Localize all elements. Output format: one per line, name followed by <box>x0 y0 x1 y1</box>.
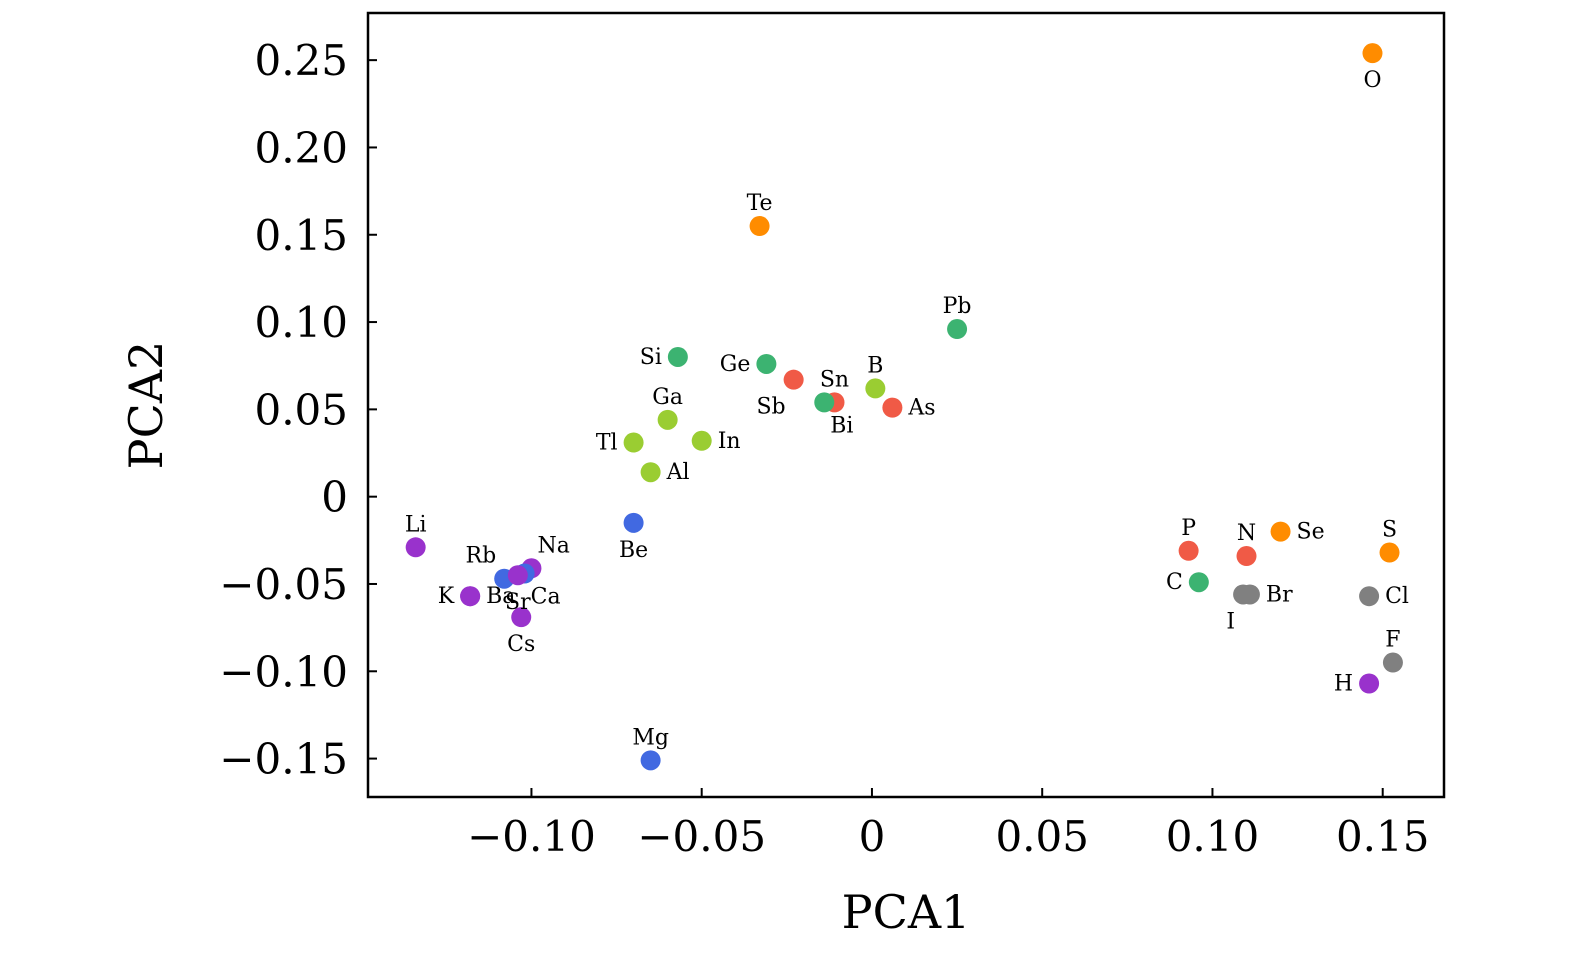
y-tick-label: 0 <box>321 473 348 522</box>
point-label-c: C <box>1166 570 1183 595</box>
x-tick-label: 0 <box>859 812 886 861</box>
point-label-b: B <box>867 353 883 378</box>
point-label-na: Na <box>537 533 569 558</box>
y-tick-label: 0.10 <box>254 298 348 347</box>
scatter-point-s <box>1379 542 1400 563</box>
point-label-sb: Sb <box>756 395 785 420</box>
x-tick-label: −0.05 <box>637 812 766 861</box>
point-label-ga: Ga <box>652 385 683 410</box>
point-label-as: As <box>907 396 935 421</box>
point-label-n: N <box>1237 521 1256 546</box>
point-label-be: Be <box>619 538 648 563</box>
x-tick-label: 0.05 <box>995 812 1089 861</box>
point-label-se: Se <box>1297 520 1325 545</box>
y-axis-ticks: −0.15 −0.10 −0.05 0 0.05 0.10 0.15 0.20 0.25 <box>219 36 377 784</box>
point-label-te: Te <box>747 191 773 216</box>
point-label-k: K <box>438 584 455 609</box>
point-label-i: I <box>1226 609 1235 634</box>
scatter-point-al <box>640 462 661 483</box>
scatter-point-in <box>691 430 712 451</box>
y-tick-label: −0.15 <box>219 735 348 784</box>
point-label-pb: Pb <box>943 294 972 319</box>
point-label-in: In <box>718 429 741 454</box>
scatter-point-be <box>623 512 644 533</box>
scatter-point-b <box>865 378 886 399</box>
point-label-si: Si <box>640 345 662 370</box>
point-label-bi: Bi <box>830 413 853 438</box>
y-tick-label: 0.05 <box>254 385 348 434</box>
y-tick-label: 0.15 <box>254 211 348 260</box>
y-tick-label: 0.25 <box>254 36 348 85</box>
scatter-point-sb <box>783 369 804 390</box>
point-label-al: Al <box>666 460 690 485</box>
scatter-point-ga <box>657 409 678 430</box>
point-label-ca: Ca <box>531 584 561 609</box>
point-label-f: F <box>1385 628 1400 653</box>
scatter-point-h <box>1359 673 1380 694</box>
scatter-point-li <box>405 537 426 558</box>
point-label-li: Li <box>405 512 427 537</box>
scatter-point-n <box>1236 546 1257 567</box>
scatter-point-br <box>1239 584 1260 605</box>
point-label-sr: Sr <box>505 590 531 615</box>
scatter-point-sr <box>507 565 528 586</box>
plot-marks <box>405 43 1403 771</box>
scatter-point-te <box>749 216 770 237</box>
point-label-ge: Ge <box>720 352 751 377</box>
point-label-s: S <box>1382 518 1397 543</box>
scatter-point-o <box>1362 43 1383 64</box>
point-label-cs: Cs <box>507 632 535 657</box>
scatter-point-as <box>882 397 903 418</box>
scatter-point-mg <box>640 750 661 771</box>
x-axis-title: PCA1 <box>842 885 971 939</box>
y-tick-label: 0.20 <box>254 123 348 172</box>
scatter-point-c <box>1188 572 1209 593</box>
x-tick-label: −0.10 <box>467 812 596 861</box>
scatter-point-tl <box>623 432 644 453</box>
point-label-o: O <box>1363 68 1381 93</box>
point-label-p: P <box>1181 516 1196 541</box>
y-axis-title: PCA2 <box>119 341 173 470</box>
plot-frame <box>366 11 1446 799</box>
scatter-point-f <box>1382 652 1403 673</box>
point-label-cl: Cl <box>1385 584 1409 609</box>
scatter-point-si <box>667 346 688 367</box>
point-label-h: H <box>1334 672 1353 697</box>
point-label-rb: Rb <box>466 544 497 569</box>
scatter-point-bi <box>814 392 835 413</box>
y-tick-label: −0.05 <box>219 560 348 609</box>
scatter-point-se <box>1270 521 1291 542</box>
point-label-tl: Tl <box>596 431 618 456</box>
scatter-point-ge <box>756 353 777 374</box>
x-tick-label: 0.10 <box>1166 812 1260 861</box>
y-tick-label: −0.10 <box>219 647 348 696</box>
x-axis-ticks: −0.10 −0.05 0 0.05 0.10 0.15 <box>467 788 1429 861</box>
scatter-point-cs <box>511 607 532 628</box>
point-label-br: Br <box>1266 582 1293 607</box>
scatter-point-pb <box>947 319 968 340</box>
point-label-mg: Mg <box>632 725 669 750</box>
scatter-point-p <box>1178 540 1199 561</box>
scatter-point-k <box>460 586 481 607</box>
x-tick-label: 0.15 <box>1336 812 1430 861</box>
point-label-ba: Ba <box>486 584 515 609</box>
scatter-point-cl <box>1359 586 1380 607</box>
point-label-sn: Sn <box>820 367 849 392</box>
